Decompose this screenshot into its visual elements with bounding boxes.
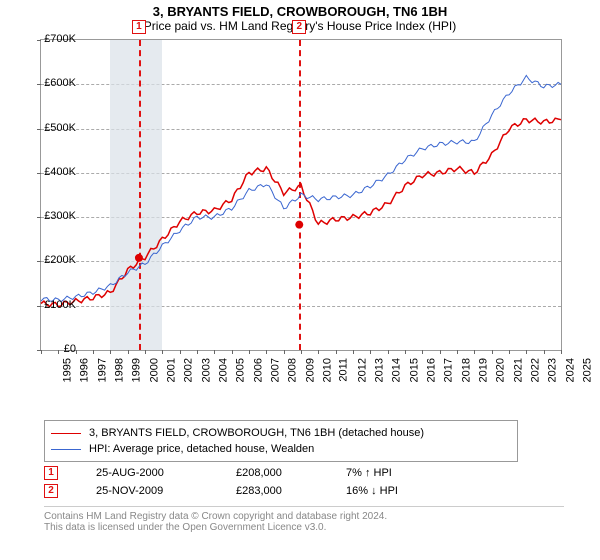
transaction-price: £283,000 — [236, 485, 316, 497]
y-axis-label: £400K — [44, 166, 76, 178]
transaction-date: 25-NOV-2009 — [96, 485, 206, 497]
data-point-marker — [135, 254, 143, 262]
transaction-vs-hpi: 7% ↑ HPI — [346, 467, 392, 479]
data-point-marker — [295, 221, 303, 229]
transaction-row: 1 25-AUG-2000 £208,000 7% ↑ HPI — [44, 464, 398, 482]
y-axis-label: £500K — [44, 122, 76, 134]
x-axis-label: 2011 — [338, 358, 350, 382]
x-axis-label: 2009 — [304, 358, 316, 382]
transaction-date: 25-AUG-2000 — [96, 467, 206, 479]
x-axis-label: 2024 — [564, 358, 576, 382]
x-axis-label: 2021 — [512, 358, 524, 382]
y-axis-label: £600K — [44, 77, 76, 89]
transaction-table: 1 25-AUG-2000 £208,000 7% ↑ HPI 2 25-NOV-2009… — [44, 464, 398, 500]
x-axis-label: 2022 — [529, 358, 541, 382]
x-axis-label: 2006 — [252, 358, 264, 382]
x-axis-label: 2020 — [495, 358, 507, 382]
y-axis-label: £200K — [44, 254, 76, 266]
x-axis-label: 2004 — [217, 358, 229, 382]
x-axis-label: 2017 — [443, 358, 455, 382]
y-axis-label: £700K — [44, 33, 76, 45]
x-axis-label: 2010 — [321, 358, 333, 382]
page-title: 3, BRYANTS FIELD, CROWBOROUGH, TN6 1BH — [0, 4, 600, 19]
transaction-vs-hpi: 16% ↓ HPI — [346, 485, 398, 497]
x-axis-label: 2012 — [356, 358, 368, 382]
x-axis-label: 1996 — [79, 358, 91, 382]
footer-line: This data is licensed under the Open Gov… — [44, 522, 564, 533]
chart-legend: 3, BRYANTS FIELD, CROWBOROUGH, TN6 1BH (… — [44, 420, 518, 462]
legend-item: HPI: Average price, detached house, Weal… — [51, 441, 511, 457]
x-axis-label: 2025 — [581, 358, 593, 382]
x-axis-label: 2015 — [408, 358, 420, 382]
y-axis-label: £100K — [44, 299, 76, 311]
x-axis-label: 1997 — [96, 358, 108, 382]
x-axis-label: 2000 — [148, 358, 160, 382]
x-axis-label: 1995 — [61, 358, 73, 382]
x-axis-label: 2003 — [200, 358, 212, 382]
x-axis-label: 2013 — [373, 358, 385, 382]
footer-line: Contains HM Land Registry data © Crown c… — [44, 511, 564, 522]
x-axis-label: 2018 — [460, 358, 472, 382]
transaction-row: 2 25-NOV-2009 £283,000 16% ↓ HPI — [44, 482, 398, 500]
x-axis-label: 1999 — [131, 358, 143, 382]
x-axis-label: 2019 — [477, 358, 489, 382]
x-axis-label: 2016 — [425, 358, 437, 382]
x-axis-label: 1998 — [113, 358, 125, 382]
y-axis-label: £300K — [44, 210, 76, 222]
x-axis-label: 2005 — [235, 358, 247, 382]
event-marker: 1 — [132, 20, 146, 34]
transaction-marker: 2 — [44, 484, 58, 498]
y-axis-label: £0 — [64, 343, 76, 355]
footer-attribution: Contains HM Land Registry data © Crown c… — [44, 506, 564, 533]
event-marker: 2 — [292, 20, 306, 34]
price-chart: 1995 1996 1997 1998 1999 2000 2001 2002 2003 2004… — [40, 39, 600, 399]
legend-label: HPI: Average price, detached house, Weal… — [89, 443, 314, 455]
x-axis-label: 2002 — [183, 358, 195, 382]
x-axis-label: 2001 — [165, 358, 177, 382]
x-axis-label: 2008 — [287, 358, 299, 382]
transaction-price: £208,000 — [236, 467, 316, 479]
transaction-marker: 1 — [44, 466, 58, 480]
x-axis-label: 2007 — [269, 358, 281, 382]
x-axis-label: 2023 — [547, 358, 559, 382]
legend-label: 3, BRYANTS FIELD, CROWBOROUGH, TN6 1BH (… — [89, 427, 424, 439]
legend-item: 3, BRYANTS FIELD, CROWBOROUGH, TN6 1BH (… — [51, 425, 511, 441]
series-hpi — [41, 75, 561, 301]
x-axis-label: 2014 — [391, 358, 403, 382]
